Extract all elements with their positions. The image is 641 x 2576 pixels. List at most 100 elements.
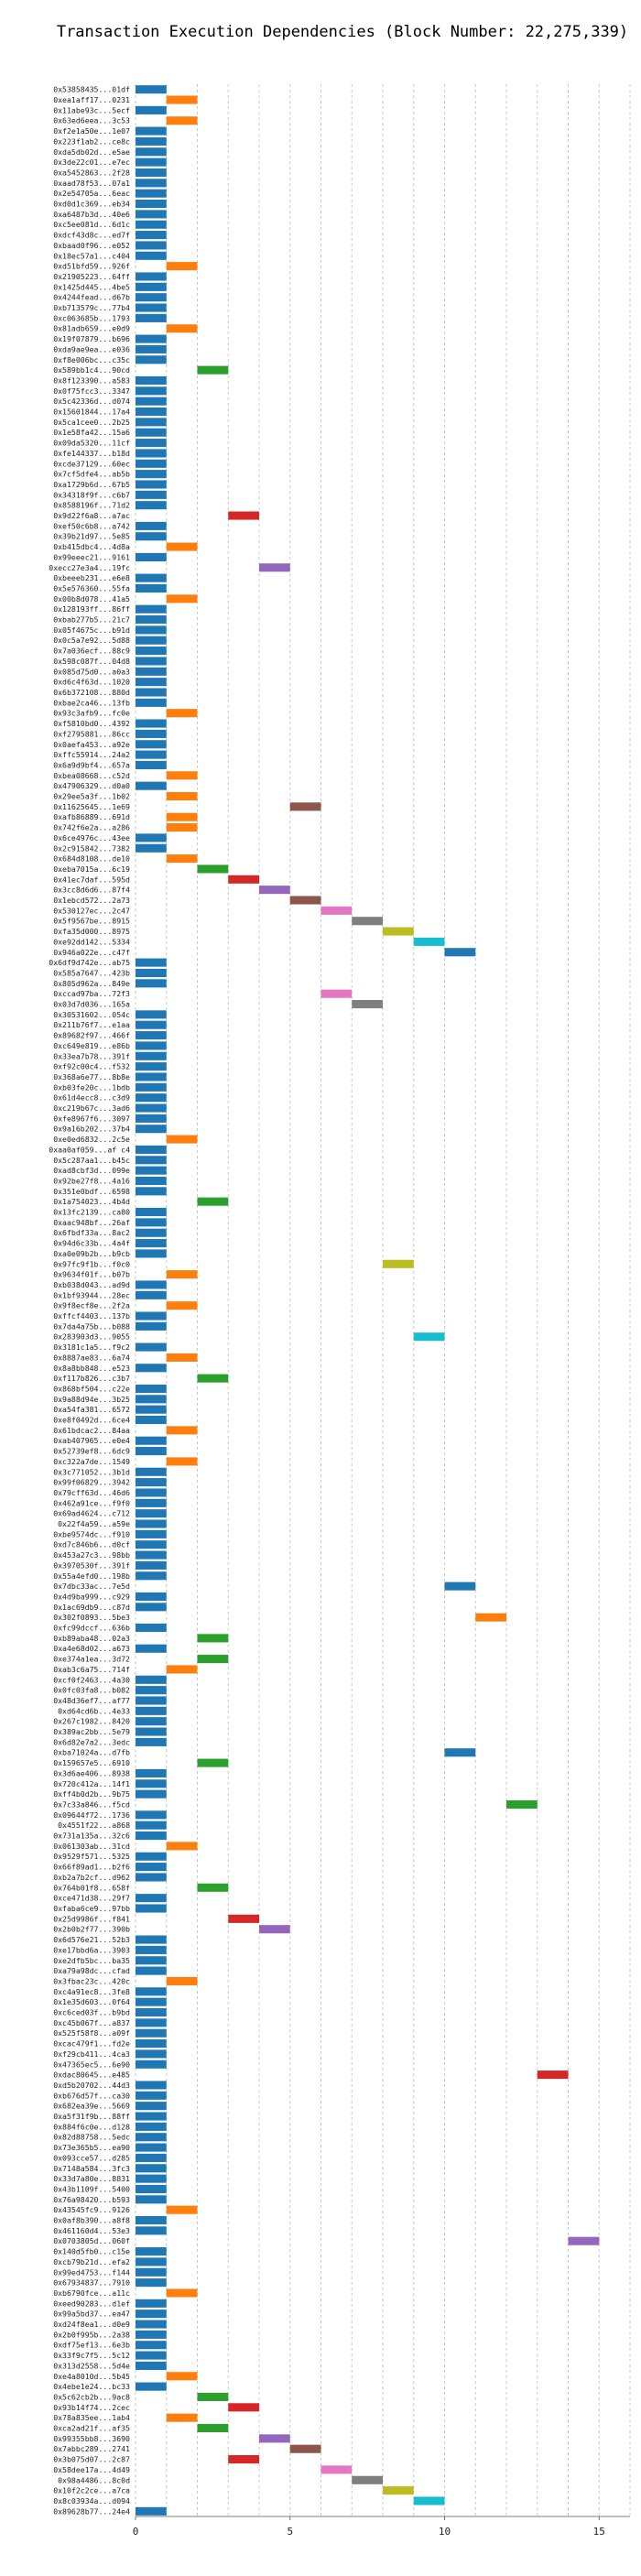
dependency-bar bbox=[136, 1249, 167, 1258]
y-tick-label: 0x2e54705a...6eac bbox=[53, 189, 130, 198]
y-tick-label: 0x0af8b390...a8f8 bbox=[53, 2216, 130, 2225]
y-tick-label: 0xb713579c...77b4 bbox=[53, 303, 130, 312]
dependency-bar bbox=[475, 1613, 506, 1622]
y-tick-label: 0x73e365b5...ea90 bbox=[53, 2143, 130, 2152]
y-tick-label: 0x093cce57...d285 bbox=[53, 2153, 130, 2162]
y-tick-label: 0x140d5fb0...c15e bbox=[53, 2247, 130, 2256]
y-tick-label: 0x11abe93c...5ecf bbox=[53, 105, 130, 114]
dependency-bar bbox=[166, 1353, 198, 1362]
y-tick-label: 0xea1aff17...0231 bbox=[53, 95, 130, 104]
y-tick-label: 0x1a754023...4b4d bbox=[53, 1197, 130, 1206]
dependency-bar bbox=[166, 709, 198, 718]
dependency-bar bbox=[166, 1426, 198, 1435]
y-tick-label: 0x66f89ad1...b2f6 bbox=[53, 1863, 130, 1872]
y-tick-label: 0xaac948bf...26af bbox=[53, 1218, 130, 1227]
dependency-bar bbox=[136, 1218, 167, 1227]
dependency-bar bbox=[320, 906, 353, 915]
y-tick-label: 0x731a135a...32c6 bbox=[53, 1831, 130, 1841]
y-tick-label: 0x8a8bb848...e523 bbox=[53, 1364, 130, 1373]
dependency-bar bbox=[136, 2341, 167, 2350]
dependency-bar bbox=[228, 875, 259, 884]
y-tick-label: 0x720c412a...14f1 bbox=[53, 1779, 130, 1788]
y-tick-label: 0x3181c1a5...f9c2 bbox=[53, 1342, 130, 1352]
y-tick-label: 0x99eeec21...9161 bbox=[53, 552, 130, 561]
y-tick-label: 0x0703805d...060f bbox=[53, 2236, 130, 2245]
dependency-bar bbox=[136, 1571, 167, 1581]
y-tick-label: 0xb038d043...ad9d bbox=[53, 1280, 130, 1289]
bar-layer bbox=[136, 85, 600, 2516]
y-tick-label: 0x81adb659...e0d9 bbox=[53, 324, 130, 333]
dependency-bar bbox=[166, 2288, 198, 2298]
y-tick-label: 0xafb86889...691d bbox=[53, 812, 130, 821]
y-tick-label: 0x33d7a80e...8831 bbox=[53, 2174, 130, 2183]
y-tick-label: 0xa5452863...2f28 bbox=[53, 168, 130, 177]
y-tick-label: 0xce471d38...29f7 bbox=[53, 1894, 130, 1903]
dependency-bar bbox=[136, 2091, 167, 2100]
dependency-bar bbox=[136, 1789, 167, 1799]
y-tick-label: 0xa4e68d02...a673 bbox=[53, 1644, 130, 1653]
dependency-bar bbox=[136, 1904, 167, 1913]
dependency-bar bbox=[136, 2330, 167, 2339]
dependency-bar bbox=[136, 1727, 167, 1736]
dependency-bar bbox=[136, 2112, 167, 2121]
y-tick-label: 0xd24f8ea1...d0e9 bbox=[53, 2320, 130, 2329]
y-tick-label: 0xa6487b3d...40e6 bbox=[53, 210, 130, 219]
y-tick-label: 0xe8f0492d...6ce4 bbox=[53, 1416, 130, 1425]
dependency-bar bbox=[197, 365, 229, 375]
dependency-bar bbox=[136, 1342, 167, 1352]
dependency-bar bbox=[166, 2413, 198, 2422]
y-tick-label: 0x8c03934a...d094 bbox=[53, 2496, 130, 2505]
y-tick-label: 0xe2dfb5bc...ba35 bbox=[53, 1956, 130, 1965]
dependency-bar bbox=[136, 136, 167, 146]
y-tick-label: 0x1e35d603...0f64 bbox=[53, 1997, 130, 2006]
y-tick-label: 0xf117b826...c3b7 bbox=[53, 1374, 130, 1383]
dependency-bar bbox=[228, 511, 259, 520]
y-tick-label: 0x00b8d078...41a5 bbox=[53, 594, 130, 603]
dependency-bar bbox=[383, 2486, 414, 2495]
y-tick-label: 0x6df9d742e...ab75 bbox=[49, 958, 130, 967]
y-tick-label: 0xff4b0d2b...9b75 bbox=[53, 1789, 130, 1799]
dependency-bar bbox=[136, 220, 167, 229]
y-tick-label: 0xc5ee081d...6d1c bbox=[53, 220, 130, 229]
dependency-bar bbox=[136, 459, 167, 468]
y-tick-label: 0xd5b20702...44d3 bbox=[53, 2081, 130, 2090]
dependency-bar bbox=[228, 2403, 259, 2412]
y-tick-label: 0x09644f72...1736 bbox=[53, 1810, 130, 1820]
y-tick-label: 0x3de22c01...e7ec bbox=[53, 158, 130, 167]
dependency-bar bbox=[136, 2143, 167, 2152]
y-tick-label: 0xf8e006bc...c35c bbox=[53, 355, 130, 364]
y-tick-label: 0x1ac69db9...c87d bbox=[53, 1603, 130, 1612]
y-tick-label: 0x63ed6eea...3c53 bbox=[53, 116, 130, 125]
tick-layer: 0 5 10 15 bbox=[133, 2516, 605, 2538]
y-tick-label: 0xf29cb411...4ca3 bbox=[53, 2049, 130, 2059]
dependency-bar bbox=[136, 552, 167, 561]
dependency-bar bbox=[136, 105, 167, 114]
y-tick-label: 0x5ca1cee0...2b25 bbox=[53, 418, 130, 427]
label-layer: 0x53858435...01df0xea1aff17...02310x11ab… bbox=[49, 85, 130, 2516]
y-tick-label: 0xc6ced03f...b9bd bbox=[53, 2008, 130, 2017]
dependency-bar bbox=[136, 1114, 167, 1123]
y-tick-label: 0xffc55914...24a2 bbox=[53, 750, 130, 759]
y-tick-label: 0x7cf5dfe4...ab5b bbox=[53, 470, 130, 479]
y-tick-label: 0x462a91ce...f9f0 bbox=[53, 1498, 130, 1507]
dependency-bar bbox=[136, 1478, 167, 1487]
y-tick-label: 0xda9ae9ea...e036 bbox=[53, 344, 130, 353]
y-tick-label: 0x18ec57a1...c404 bbox=[53, 251, 130, 260]
dependency-bar bbox=[136, 604, 167, 614]
dependency-bar bbox=[136, 1987, 167, 1996]
dependency-bar bbox=[136, 698, 167, 707]
dependency-bar bbox=[136, 781, 167, 790]
y-tick-label: 0xca2ad21f...af35 bbox=[53, 2424, 130, 2433]
dependency-bar bbox=[136, 418, 167, 427]
y-tick-label: 0x0f75fcc3...3347 bbox=[53, 386, 130, 396]
dependency-bar bbox=[136, 532, 167, 541]
dependency-bar bbox=[289, 802, 321, 811]
dependency-bar bbox=[136, 1041, 167, 1050]
y-tick-label: 0x6ce4976c...43ee bbox=[53, 833, 130, 842]
dependency-bar bbox=[136, 241, 167, 250]
y-tick-label: 0x684d8108...de10 bbox=[53, 854, 130, 864]
dependency-bar bbox=[166, 324, 198, 333]
dependency-bar bbox=[136, 272, 167, 281]
dependency-bar bbox=[136, 1686, 167, 1695]
y-tick-label: 0x5c62cb2b...9ac8 bbox=[53, 2392, 130, 2401]
